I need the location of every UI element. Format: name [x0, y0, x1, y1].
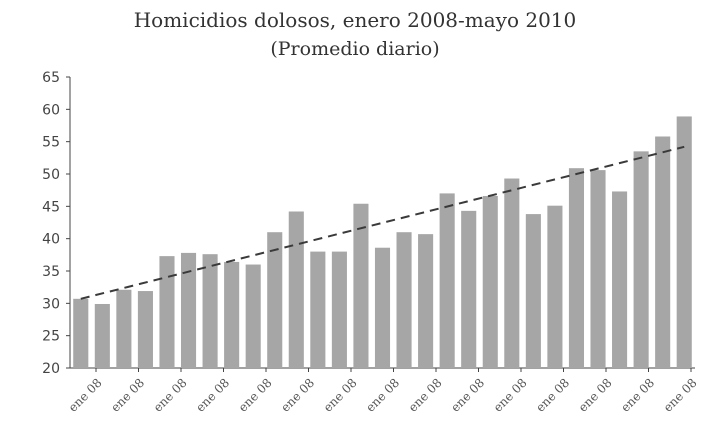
bar — [224, 261, 240, 368]
bar — [461, 210, 477, 368]
bar — [590, 170, 606, 368]
trend-line — [80, 145, 685, 300]
bar — [676, 116, 692, 369]
y-tick-label: 60 — [42, 102, 60, 118]
y-tick-label: 20 — [42, 361, 60, 377]
bar — [525, 214, 541, 368]
bar — [568, 168, 585, 368]
bar — [612, 191, 628, 368]
x-tick-label: ene 08 — [108, 376, 147, 415]
bar — [159, 256, 175, 368]
bar — [374, 247, 391, 368]
bar — [288, 211, 304, 368]
x-tick-label: ene 08 — [278, 376, 317, 415]
bar — [202, 254, 218, 368]
y-tick-label: 30 — [42, 296, 60, 312]
bar — [245, 264, 261, 368]
bar — [439, 193, 455, 368]
bar — [418, 234, 434, 368]
bar — [547, 205, 563, 368]
bar — [267, 232, 283, 368]
x-tick-label: ene 08 — [661, 376, 700, 415]
y-tick-label: 25 — [42, 329, 60, 345]
x-tick-label: ene 08 — [321, 376, 360, 415]
x-tick-label: ene 08 — [236, 376, 275, 415]
x-tick-label: ene 08 — [151, 376, 190, 415]
x-tick-label: ene 08 — [618, 376, 657, 415]
y-tick-label: 50 — [42, 167, 60, 183]
bar — [353, 203, 369, 368]
bar — [180, 252, 197, 368]
y-tick-label: 55 — [42, 135, 60, 151]
x-tick-label: ene 08 — [576, 376, 615, 415]
x-tick-label: ene 08 — [66, 376, 105, 415]
x-tick-label: ene 08 — [363, 376, 402, 415]
bar — [137, 291, 153, 368]
y-tick-label: 65 — [42, 70, 60, 86]
x-tick-label: ene 08 — [533, 376, 572, 415]
y-tick-label: 40 — [42, 232, 60, 248]
x-tick-label: ene 08 — [406, 376, 445, 415]
bar — [633, 151, 649, 368]
y-tick-label: 35 — [42, 264, 60, 280]
bar — [116, 289, 132, 368]
bar — [331, 251, 347, 368]
bar — [310, 251, 326, 368]
x-tick-label: ene 08 — [193, 376, 232, 415]
bar — [73, 298, 89, 368]
chart-title: Homicidios dolosos, enero 2008-mayo 2010 — [133, 8, 577, 32]
bar — [482, 195, 498, 368]
y-tick-label: 45 — [42, 199, 60, 215]
bar — [504, 178, 520, 368]
bar — [396, 232, 412, 368]
x-tick-label: ene 08 — [491, 376, 530, 415]
bar — [94, 303, 110, 368]
chart-subtitle: (Promedio diario) — [270, 38, 440, 60]
bar — [655, 136, 671, 368]
x-tick-label: ene 08 — [448, 376, 487, 415]
